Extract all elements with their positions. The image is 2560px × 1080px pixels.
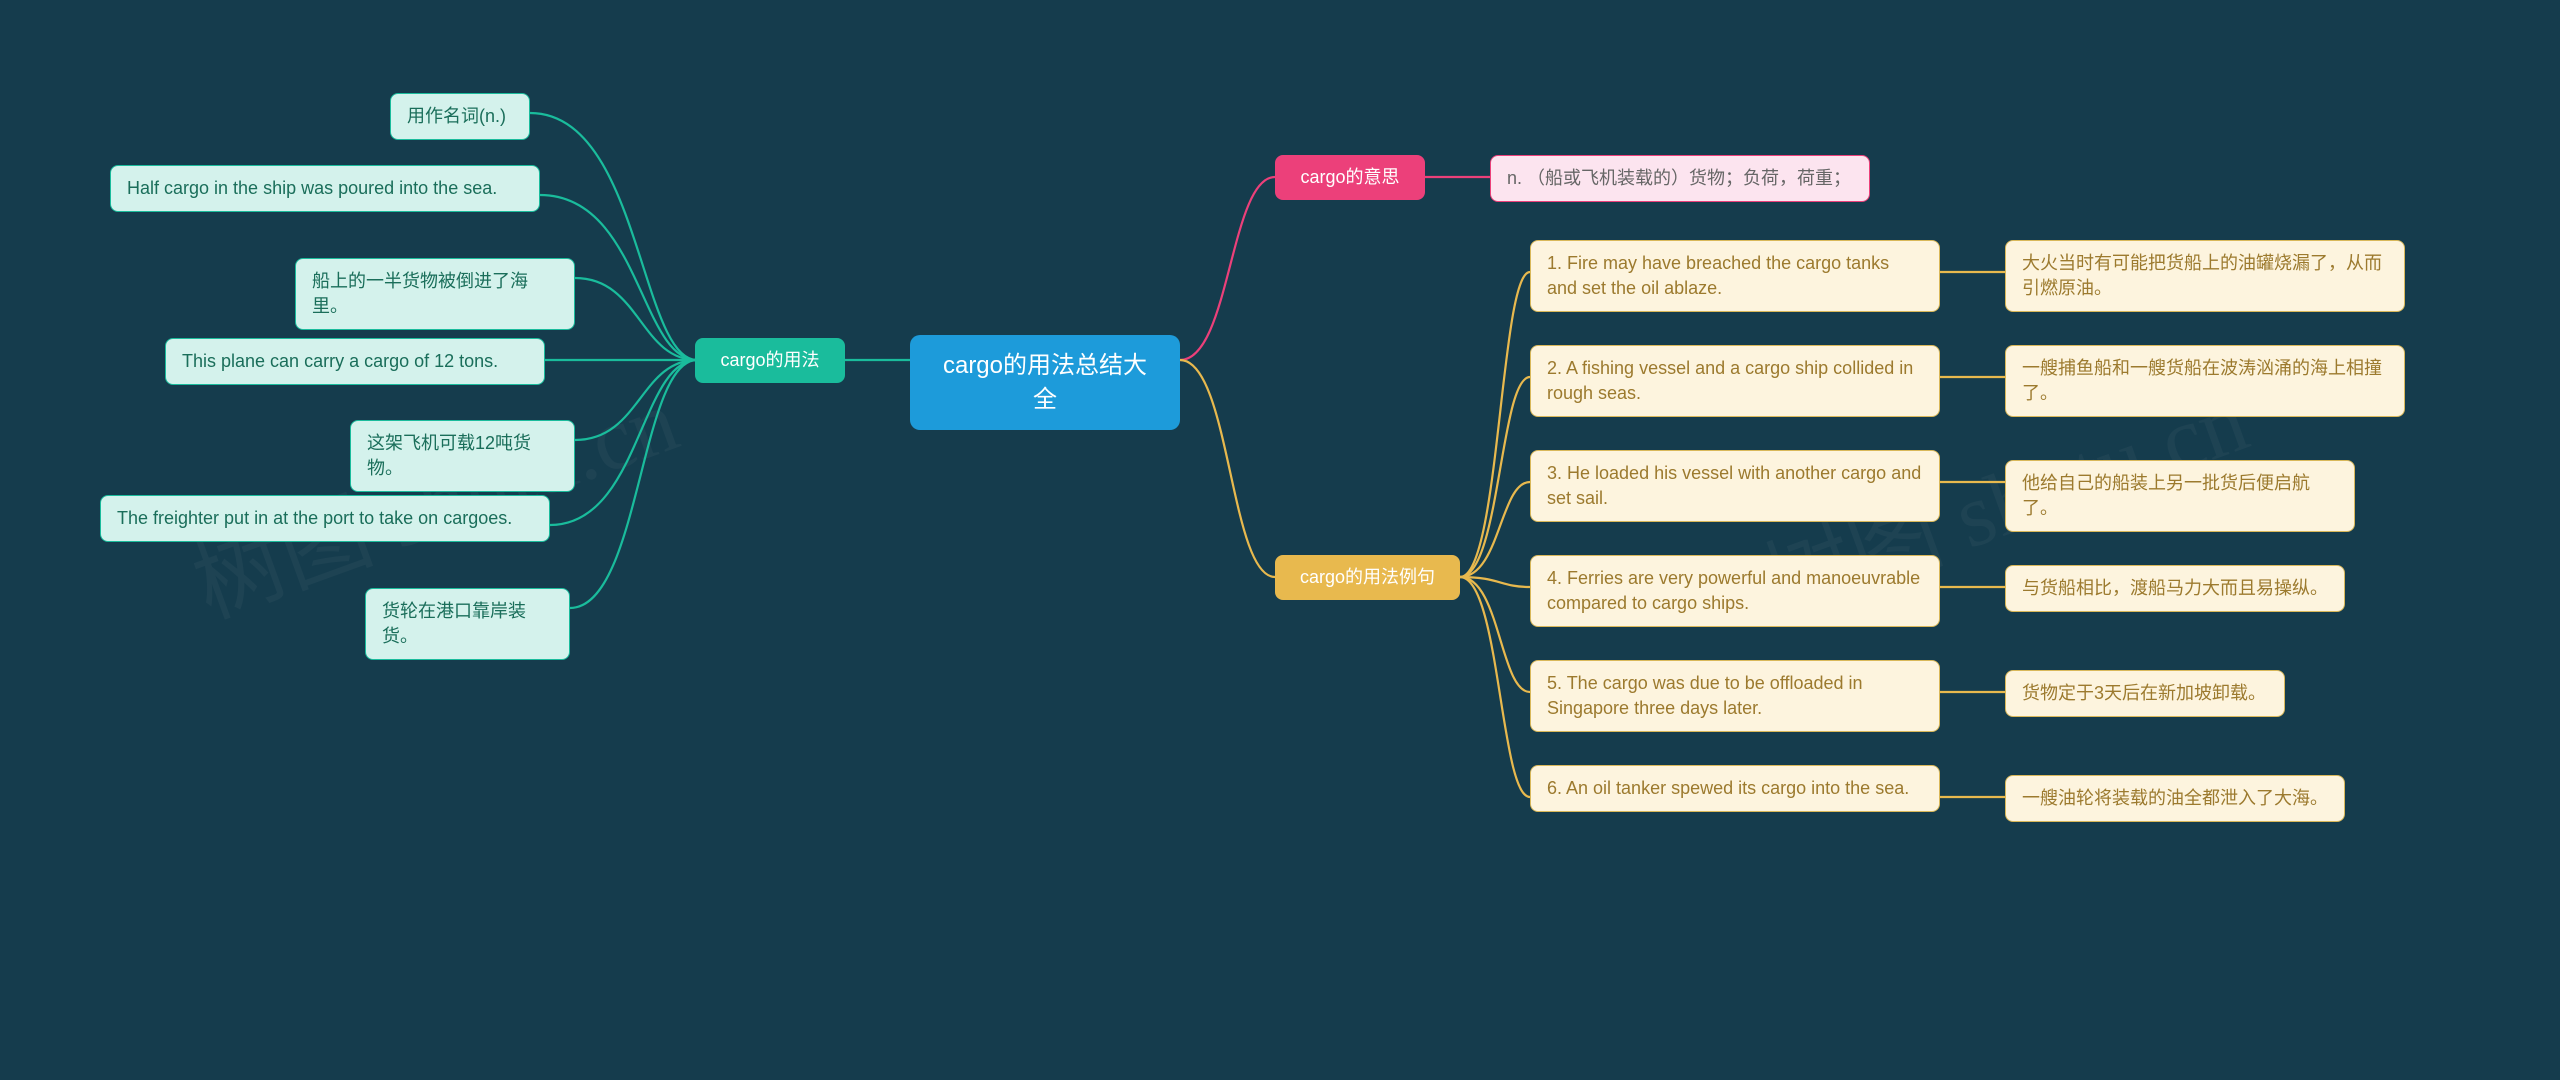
root-node[interactable]: cargo的用法总结大全	[910, 335, 1180, 430]
leaf-usage-2[interactable]: 船上的一半货物被倒进了海里。	[295, 258, 575, 330]
branch-meaning[interactable]: cargo的意思	[1275, 155, 1425, 200]
example-zh-0[interactable]: 大火当时有可能把货船上的油罐烧漏了，从而引燃原油。	[2005, 240, 2405, 312]
example-zh-2[interactable]: 他给自己的船装上另一批货后便启航了。	[2005, 460, 2355, 532]
leaf-usage-0[interactable]: 用作名词(n.)	[390, 93, 530, 140]
leaf-usage-4[interactable]: 这架飞机可载12吨货物。	[350, 420, 575, 492]
example-zh-3[interactable]: 与货船相比，渡船马力大而且易操纵。	[2005, 565, 2345, 612]
leaf-usage-5[interactable]: The freighter put in at the port to take…	[100, 495, 550, 542]
example-zh-4[interactable]: 货物定于3天后在新加坡卸载。	[2005, 670, 2285, 717]
example-zh-5[interactable]: 一艘油轮将装载的油全都泄入了大海。	[2005, 775, 2345, 822]
leaf-usage-6[interactable]: 货轮在港口靠岸装货。	[365, 588, 570, 660]
example-en-2[interactable]: 3. He loaded his vessel with another car…	[1530, 450, 1940, 522]
branch-usage[interactable]: cargo的用法	[695, 338, 845, 383]
example-zh-1[interactable]: 一艘捕鱼船和一艘货船在波涛汹涌的海上相撞了。	[2005, 345, 2405, 417]
example-en-0[interactable]: 1. Fire may have breached the cargo tank…	[1530, 240, 1940, 312]
leaf-meaning[interactable]: n. （船或飞机装载的）货物；负荷，荷重；	[1490, 155, 1870, 202]
example-en-4[interactable]: 5. The cargo was due to be offloaded in …	[1530, 660, 1940, 732]
leaf-usage-1[interactable]: Half cargo in the ship was poured into t…	[110, 165, 540, 212]
branch-examples[interactable]: cargo的用法例句	[1275, 555, 1460, 600]
example-en-1[interactable]: 2. A fishing vessel and a cargo ship col…	[1530, 345, 1940, 417]
example-en-5[interactable]: 6. An oil tanker spewed its cargo into t…	[1530, 765, 1940, 812]
leaf-usage-3[interactable]: This plane can carry a cargo of 12 tons.	[165, 338, 545, 385]
example-en-3[interactable]: 4. Ferries are very powerful and manoeuv…	[1530, 555, 1940, 627]
